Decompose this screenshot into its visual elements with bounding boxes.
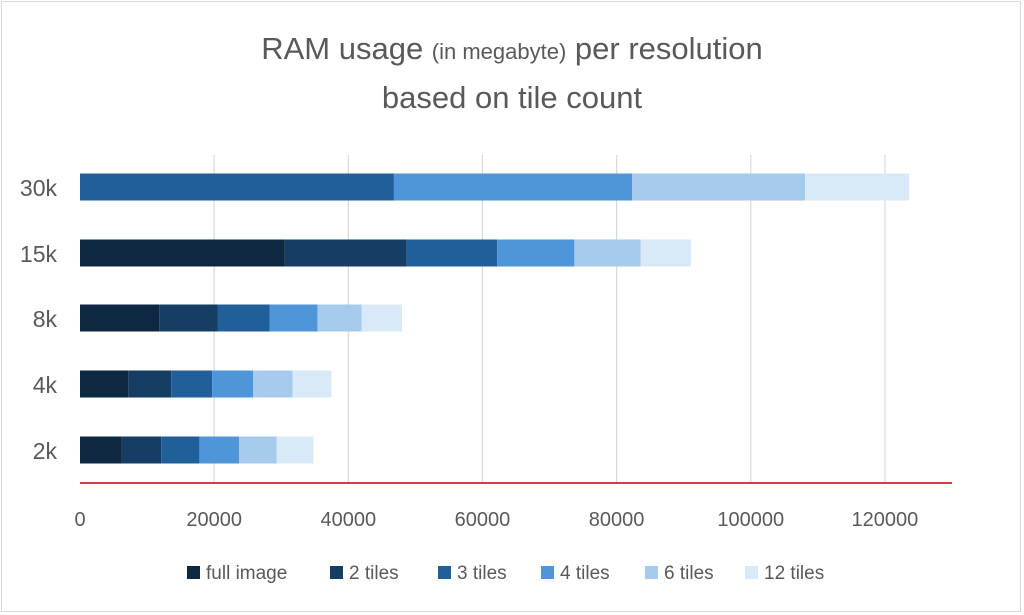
x-tick-label: 20000 <box>186 509 242 531</box>
bar-segment <box>121 436 162 464</box>
bar-segment <box>80 436 122 464</box>
bar-segment <box>393 173 633 201</box>
bar-segment <box>80 370 129 398</box>
x-tick-label: 100000 <box>717 509 784 531</box>
bar-segment <box>405 239 498 267</box>
bar-segment <box>80 173 394 201</box>
bar-segment <box>640 239 692 267</box>
legend-label: 2 tiles <box>349 563 399 584</box>
chart-title-line-2: based on tile count <box>381 80 643 115</box>
x-tick-label: 60000 <box>455 509 511 531</box>
x-tick-label: 0 <box>74 509 85 531</box>
bar-segment <box>805 173 910 201</box>
bar-segment <box>128 370 172 398</box>
bar-segment <box>632 173 806 201</box>
chart-title-line-1: RAM usage (in megabyte) per resolution <box>0 26 1024 75</box>
chart-title-end: per resolution <box>566 31 763 66</box>
bar-segment <box>199 436 239 464</box>
chart-title: RAM usage (in megabyte) per resolution b… <box>0 26 1024 121</box>
legend-label: 12 tiles <box>764 563 824 584</box>
y-tick-label: 2k <box>33 438 58 464</box>
bar-segment <box>80 239 285 267</box>
legend-swatch <box>187 566 200 579</box>
chart-title-main: RAM usage <box>261 31 432 66</box>
legend-swatch <box>645 566 658 579</box>
bar-segment <box>284 239 406 267</box>
legend-swatch <box>745 566 758 579</box>
x-tick-label: 80000 <box>589 509 645 531</box>
legend-swatch <box>438 566 451 579</box>
x-tick-label: 40000 <box>320 509 376 531</box>
legend-label: 6 tiles <box>664 563 714 584</box>
bar-segment <box>80 304 160 332</box>
bar-segment <box>253 370 293 398</box>
y-tick-label: 15k <box>20 241 58 267</box>
bar-segment <box>292 370 332 398</box>
legend-swatch <box>541 566 554 579</box>
bar-segment <box>171 370 213 398</box>
bar-segment <box>238 436 277 464</box>
legend-label: 3 tiles <box>457 563 507 584</box>
legend-label: 4 tiles <box>560 563 610 584</box>
bar-segment <box>497 239 575 267</box>
bar-segment <box>361 304 402 332</box>
y-tick-label: 4k <box>33 372 58 398</box>
x-tick-label: 120000 <box>852 509 919 531</box>
bar-segment <box>212 370 254 398</box>
legend-swatch <box>330 566 343 579</box>
bar-segment <box>574 239 641 267</box>
y-tick-label: 8k <box>33 306 58 332</box>
y-tick-label: 30k <box>20 175 58 201</box>
bar-segment <box>217 304 270 332</box>
bar-segment <box>269 304 318 332</box>
bar-segment <box>161 436 200 464</box>
legend-label: full image <box>206 563 287 584</box>
bar-segment <box>276 436 314 464</box>
bar-segment <box>159 304 218 332</box>
chart-title-unit: (in megabyte) <box>431 39 567 64</box>
bar-segment <box>317 304 362 332</box>
